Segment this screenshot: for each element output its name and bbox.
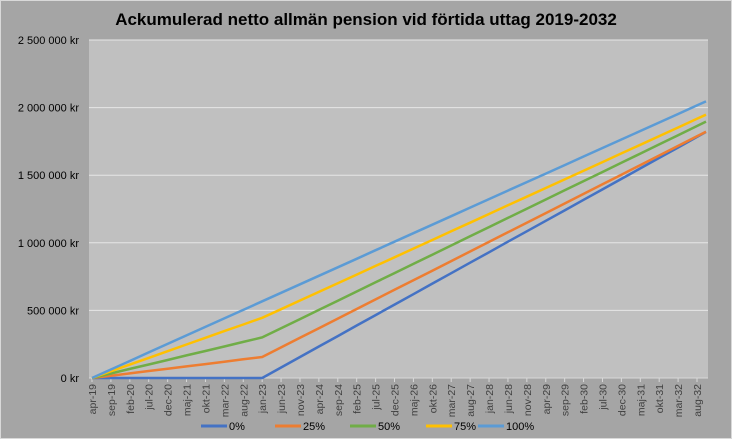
x-tick-label: maj-31 <box>635 384 647 416</box>
x-tick-label: jun-28 <box>503 384 515 414</box>
x-tick-label: maj-21 <box>182 384 194 416</box>
series-line-25pct <box>91 130 707 380</box>
legend-label: 25% <box>303 421 325 433</box>
y-tick-label: 500 000 kr <box>27 305 79 317</box>
y-tick-label: 0 kr <box>61 373 80 385</box>
x-tick-label: aug-27 <box>465 384 477 417</box>
y-tick-label: 2 000 000 kr <box>18 103 79 115</box>
series-line-0pct <box>92 130 707 380</box>
x-tick-label: dec-20 <box>163 384 175 416</box>
x-tick-label: mar-32 <box>673 384 685 417</box>
y-tick-label: 1 000 000 kr <box>18 238 79 250</box>
chart-title: Ackumulerad netto allmän pension vid för… <box>115 10 617 29</box>
x-tick-label: sep-29 <box>560 384 572 416</box>
series-line-75pct <box>91 113 707 380</box>
x-tick-label: jul-25 <box>371 384 383 411</box>
x-tick-label: feb-30 <box>579 384 591 414</box>
x-tick-label: nov-28 <box>522 384 534 416</box>
x-tick-label: sep-24 <box>333 384 345 416</box>
x-tick-label: jul-20 <box>144 384 156 411</box>
legend-label: 50% <box>378 421 400 433</box>
legend-label: 0% <box>229 421 245 433</box>
x-tick-label: dec-30 <box>616 384 628 416</box>
x-tick-label: dec-25 <box>390 384 402 416</box>
x-tick-label: nov-23 <box>295 384 307 416</box>
x-tick-label: jan-28 <box>484 384 496 414</box>
y-tick-label: 2 500 000 kr <box>18 35 79 47</box>
x-tick-label: apr-19 <box>87 384 99 415</box>
plot-area <box>89 40 708 378</box>
x-tick-label: jun-23 <box>276 384 288 414</box>
x-tick-label: mar-27 <box>446 384 458 417</box>
series-line-50pct <box>91 120 707 380</box>
x-tick-label: jul-30 <box>597 384 609 411</box>
x-tick-label: apr-29 <box>541 384 553 415</box>
x-tick-label: okt-31 <box>654 384 666 413</box>
x-tick-label: jan-23 <box>257 384 269 414</box>
x-tick-label: okt-21 <box>200 384 212 413</box>
x-tick-label: maj-26 <box>408 384 420 416</box>
series-line-100pct <box>91 100 707 380</box>
x-tick-label: sep-19 <box>106 384 118 416</box>
y-tick-label: 1 500 000 kr <box>18 170 79 182</box>
x-tick-label: aug-32 <box>692 384 704 417</box>
legend-label: 75% <box>454 421 476 433</box>
x-tick-label: aug-22 <box>238 384 250 417</box>
x-tick-label: mar-22 <box>219 384 231 417</box>
x-tick-label: apr-24 <box>314 384 326 415</box>
legend-label: 100% <box>506 421 534 433</box>
x-tick-label: feb-20 <box>125 384 137 414</box>
x-tick-label: feb-25 <box>352 384 364 414</box>
x-tick-label: okt-26 <box>427 384 439 413</box>
